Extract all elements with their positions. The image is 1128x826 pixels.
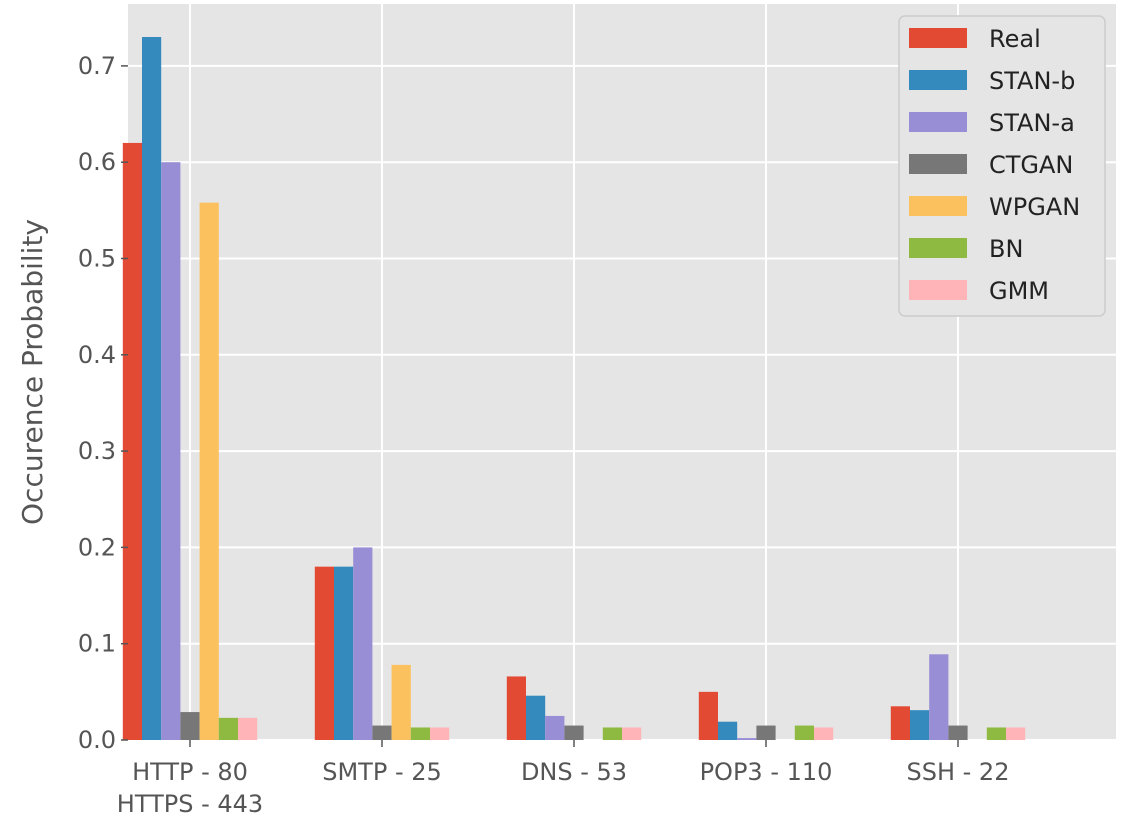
bar: [794, 725, 814, 740]
bar: [756, 725, 776, 740]
bar: [910, 710, 930, 740]
legend-swatch: [909, 238, 967, 258]
bar: [238, 717, 258, 740]
y-tick-label: 0.4: [78, 341, 116, 369]
bar: [698, 691, 718, 740]
bar: [353, 547, 373, 740]
bar: [602, 727, 622, 740]
bar: [410, 727, 430, 740]
y-axis-label: Occurence Probability: [16, 219, 49, 525]
bar: [142, 37, 162, 740]
bar: [564, 725, 584, 740]
bar: [430, 727, 450, 740]
legend-label: Real: [989, 25, 1041, 53]
legend-label: STAN-a: [989, 109, 1075, 137]
legend-label: BN: [989, 235, 1023, 263]
legend-label: GMM: [989, 277, 1049, 305]
y-tick-label: 0.0: [78, 726, 116, 754]
bar: [372, 725, 392, 740]
bar: [737, 738, 757, 740]
y-tick-label: 0.3: [78, 437, 116, 465]
x-tick-label: HTTP - 80 HTTPS - 443: [117, 758, 263, 818]
legend-swatch: [909, 112, 967, 132]
grid: [128, 4, 1116, 741]
bar: [622, 727, 642, 740]
bar: [1006, 727, 1026, 740]
bar: [986, 727, 1006, 740]
y-tick-label: 0.7: [78, 52, 116, 80]
x-tick-label: POP3 - 110: [700, 758, 833, 786]
x-tick-label: SSH - 22: [907, 758, 1010, 786]
y-tick-label: 0.2: [78, 533, 116, 561]
bar: [199, 202, 219, 740]
bar: [890, 706, 910, 740]
legend: Real STAN-b STAN-a CTGAN WPGAN BN GMM: [898, 15, 1106, 317]
legend-swatch: [909, 28, 967, 48]
bar: [180, 712, 200, 740]
x-axis: HTTP - 80 HTTPS - 443 SMTP - 25 DNS - 53 POP…: [117, 740, 1010, 818]
legend-swatch: [909, 196, 967, 216]
x-tick-label: SMTP - 25: [322, 758, 442, 786]
legend-swatch: [909, 154, 967, 174]
y-axis: 0.0 0.1 0.2 0.3 0.4 0.5 0.6 0.7: [78, 52, 128, 754]
bar: [161, 162, 181, 740]
bar: [526, 695, 546, 740]
bar: [391, 664, 411, 740]
y-tick-label: 0.5: [78, 245, 116, 273]
bar: [506, 676, 526, 740]
bar: [718, 721, 738, 740]
legend-swatch: [909, 280, 967, 300]
x-tick-label: DNS - 53: [521, 758, 627, 786]
y-tick-label: 0.6: [78, 148, 116, 176]
legend-label: CTGAN: [989, 151, 1073, 179]
bar: [948, 725, 968, 740]
bar: [218, 717, 238, 740]
legend-label: WPGAN: [989, 193, 1080, 221]
y-tick-label: 0.1: [78, 630, 116, 658]
bars: [122, 37, 1026, 740]
legend-label: STAN-b: [989, 67, 1075, 95]
bar: [929, 654, 949, 740]
bar: [122, 142, 142, 740]
legend-swatch: [909, 70, 967, 90]
bar: [545, 715, 565, 740]
bar: [314, 566, 334, 740]
bar: [814, 727, 834, 740]
bar: [334, 566, 354, 740]
